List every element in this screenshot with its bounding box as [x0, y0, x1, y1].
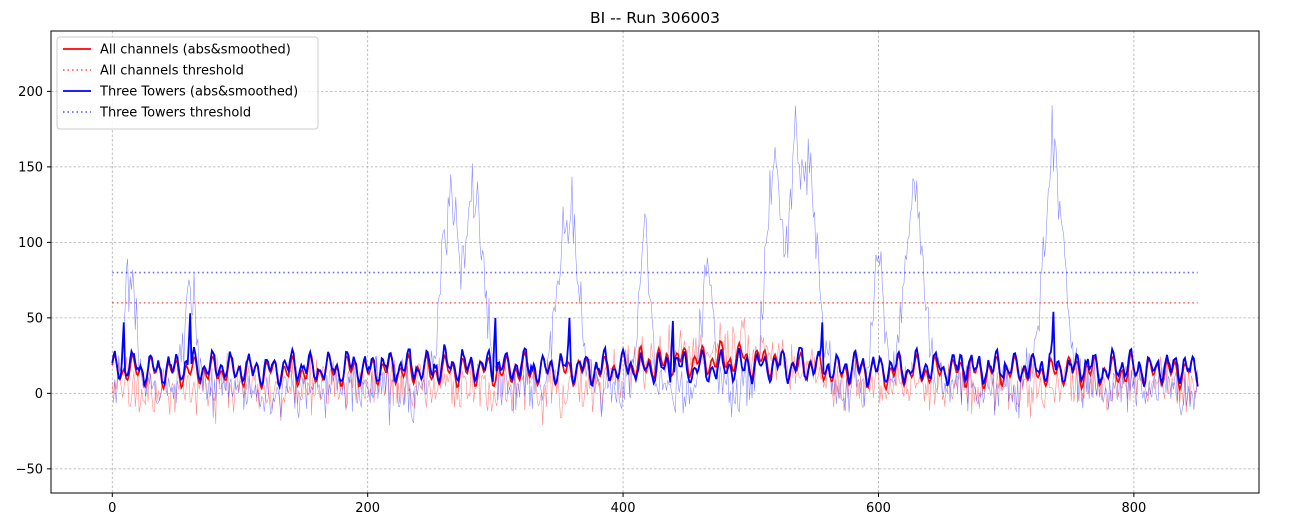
legend: All channels (abs&smoothed) All channels …: [56, 36, 319, 130]
x-tick-label: 400: [611, 501, 636, 516]
grid: [51, 31, 1259, 493]
y-axis: −50 0 50 100 150 200: [16, 85, 51, 477]
x-tick-label: 800: [1121, 501, 1146, 516]
plot-area: [111, 105, 1199, 426]
y-tick-label: 150: [18, 160, 43, 175]
x-tick-label: 0: [108, 501, 116, 516]
raw-trace-three-towers: [112, 105, 1199, 426]
y-tick-label: 0: [35, 387, 43, 402]
y-tick-label: 100: [18, 236, 43, 251]
legend-entry: All channels threshold: [100, 64, 244, 79]
series-lines: [111, 271, 1199, 392]
x-tick-label: 600: [866, 501, 891, 516]
y-tick-label: 200: [18, 85, 43, 100]
series-line-three-towers: [111, 311, 1199, 391]
axes-frame: [50, 30, 1260, 494]
legend-entry: Three Towers threshold: [99, 106, 251, 121]
chart-title: BI -- Run 306003: [590, 9, 720, 27]
legend-entry: Three Towers (abs&smoothed): [99, 85, 298, 100]
y-tick-label: 50: [26, 311, 43, 326]
y-tick-label: −50: [16, 462, 43, 477]
x-tick-label: 200: [355, 501, 380, 516]
x-axis: 0 200 400 600 800: [108, 493, 1146, 516]
legend-entry: All channels (abs&smoothed): [100, 43, 291, 58]
legend-box: [56, 36, 319, 130]
